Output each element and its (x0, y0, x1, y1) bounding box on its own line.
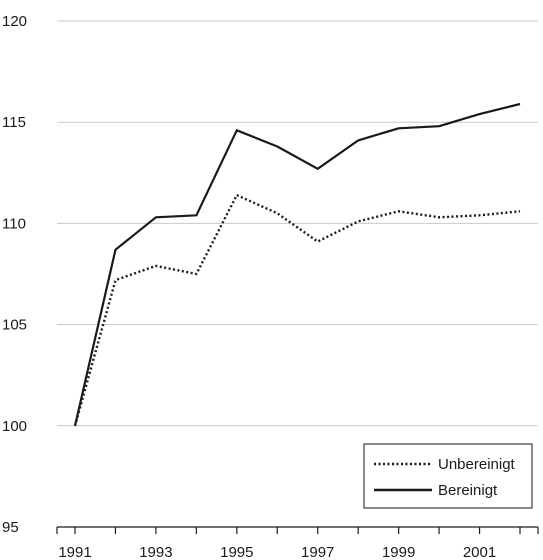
legend-box (363, 443, 533, 509)
legend-label-unbereinigt: Unbereinigt (438, 456, 516, 473)
y-tick-label-110: 110 (2, 215, 26, 232)
x-tick-label-1999: 1999 (382, 544, 415, 560)
series-line-bereinigt (73, 102, 521, 427)
y-tick-label-105: 105 (2, 317, 27, 334)
y-tick-label-100: 100 (2, 418, 27, 435)
x-tick-label-1995: 1995 (220, 544, 253, 560)
x-tick-label-1993: 1993 (139, 544, 172, 560)
x-tick-label-2001: 2001 (463, 544, 496, 560)
y-tick-label-115: 115 (2, 114, 26, 131)
axis-layer: 95 100 105 110 115 120 1991 1993 1995 1997 1999 200… (2, 13, 539, 560)
legend-label-bereinigt: Bereinigt (438, 482, 498, 499)
y-tick-label-95: 95 (2, 519, 19, 536)
series-layer (73, 102, 521, 427)
legend: Unbereinigt Bereinigt (363, 443, 533, 509)
y-tick-label-120: 120 (2, 13, 27, 30)
x-tick-label-1997: 1997 (301, 544, 334, 560)
x-tick-label-1991: 1991 (58, 544, 91, 560)
grid-layer (57, 20, 538, 427)
series-line-unbereinigt (73, 193, 521, 427)
